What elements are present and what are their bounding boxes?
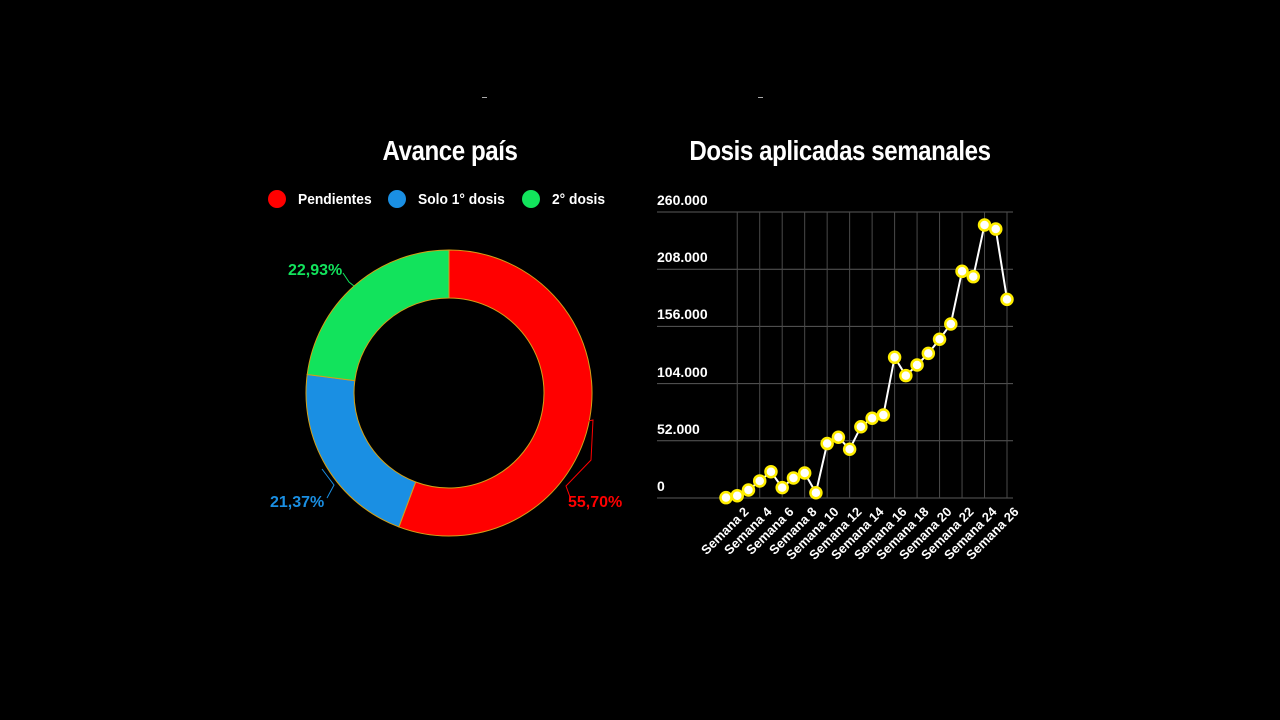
top-marker-left (482, 97, 487, 98)
data-point-marker[interactable] (966, 269, 981, 284)
slice-pendientes[interactable] (398, 249, 593, 537)
data-point-marker[interactable] (899, 368, 913, 383)
data-point-marker[interactable] (809, 485, 823, 500)
data-point-marker[interactable] (797, 466, 812, 480)
data-point-marker[interactable] (910, 358, 924, 372)
pie-legend: Pendientes Solo 1° dosis 2° dosis (268, 190, 622, 208)
label-pendientes-pct: 55,70% (568, 494, 623, 511)
leader-line-solo-1-dosis (321, 468, 335, 499)
data-point-marker[interactable] (854, 419, 868, 434)
line-chart-title: Dosis aplicadas semanales (689, 135, 991, 166)
data-point-marker[interactable] (887, 350, 902, 365)
label-solo-1-dosis-pct: 21,37% (270, 494, 325, 511)
data-point-marker[interactable] (730, 488, 744, 503)
data-point-marker[interactable] (775, 480, 789, 495)
label-2-dosis-pct: 22,93% (288, 262, 343, 279)
y-tick-label: 0 (657, 478, 665, 494)
legend-item-solo-1-dosis[interactable]: Solo 1° dosis (388, 190, 512, 208)
y-tick-label: 156.000 (657, 306, 708, 323)
legend-item-2-dosis[interactable]: 2° dosis (522, 190, 610, 208)
data-point-marker[interactable] (944, 317, 958, 331)
y-tick-label: 208.000 (657, 249, 708, 266)
y-tick-label: 104.000 (657, 363, 708, 380)
y-tick-label: 260.000 (657, 192, 708, 208)
pie-chart-title: Avance país (382, 135, 518, 166)
data-point-marker[interactable] (820, 436, 834, 451)
data-point-marker[interactable] (876, 408, 891, 422)
leader-line-pendientes (565, 419, 594, 498)
legend-item-pendientes[interactable]: Pendientes (268, 190, 378, 208)
data-point-marker[interactable] (932, 332, 947, 347)
legend-label: Solo 1° dosis (418, 190, 505, 208)
data-point-marker[interactable] (786, 471, 801, 485)
data-point-marker[interactable] (865, 411, 879, 425)
legend-label: Pendientes (298, 190, 372, 208)
data-point-marker[interactable] (831, 430, 846, 445)
leader-line-2-dosis (342, 272, 355, 287)
data-point-marker[interactable] (752, 474, 767, 488)
y-tick-label: 52.000 (657, 420, 700, 437)
donut-chart (305, 249, 594, 537)
data-point-marker[interactable] (741, 483, 756, 497)
legend-dot-icon (388, 190, 407, 208)
line-chart (657, 211, 1014, 505)
slice-2-dosis[interactable] (306, 249, 450, 382)
legend-label: 2° dosis (552, 190, 606, 208)
data-point-marker[interactable] (921, 346, 936, 361)
data-point-marker[interactable] (989, 222, 1003, 236)
legend-dot-icon (522, 190, 541, 208)
data-point-marker[interactable] (719, 490, 733, 505)
legend-dot-icon (268, 190, 286, 208)
top-marker-right (758, 97, 763, 98)
data-point-marker[interactable] (977, 218, 992, 232)
data-point-marker[interactable] (842, 442, 857, 457)
data-point-marker[interactable] (955, 264, 969, 279)
data-point-marker[interactable] (1000, 292, 1014, 307)
data-point-marker[interactable] (764, 464, 778, 479)
